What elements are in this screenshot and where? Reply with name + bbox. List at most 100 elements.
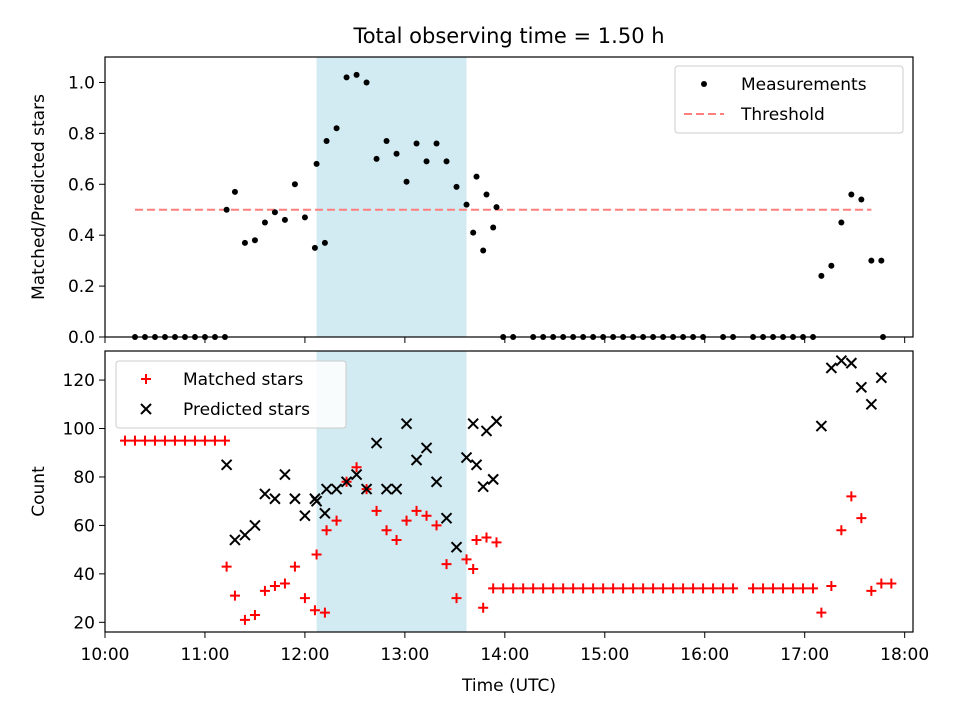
predicted-point	[420, 442, 433, 454]
measurement-point	[321, 239, 328, 246]
matched-point	[229, 590, 240, 601]
measurement-point	[311, 244, 318, 251]
measurement-point	[848, 191, 855, 198]
matched-point	[508, 583, 519, 594]
predicted-point	[269, 493, 281, 505]
measurement-point	[353, 71, 360, 78]
matched-point	[628, 583, 639, 594]
matched-point	[728, 583, 739, 594]
measurement-point	[393, 150, 400, 157]
y-tick-label: 0.8	[68, 124, 95, 144]
measurement-point	[423, 158, 430, 165]
x-tick-label: 14:00	[480, 645, 529, 665]
measurement-point	[463, 201, 470, 208]
matched-point	[269, 580, 280, 591]
legend-marker-predicted	[140, 403, 152, 415]
measurement-point	[490, 224, 497, 231]
matched-point	[321, 525, 332, 536]
measurement-point	[291, 181, 298, 188]
x-tick-label: 11:00	[180, 645, 229, 665]
matched-point	[471, 534, 482, 545]
predicted-point	[815, 420, 828, 432]
legend-label-predicted: Predicted stars	[183, 400, 310, 420]
y-tick-label: 120	[63, 371, 95, 391]
measurement-point	[333, 125, 340, 132]
matched-point	[319, 607, 330, 618]
measurement-point	[323, 138, 330, 144]
predicted-point	[480, 425, 493, 437]
matched-point	[239, 614, 250, 625]
x-tick-label: 15:00	[580, 645, 629, 665]
legend-label-matched: Matched stars	[183, 370, 303, 390]
matched-point	[351, 462, 362, 473]
matched-point	[658, 583, 669, 594]
predicted-point	[340, 476, 353, 488]
matched-point	[209, 435, 220, 446]
matched-point	[371, 505, 382, 516]
measurement-point	[838, 219, 845, 226]
measurement-point	[261, 219, 268, 226]
y-tick-label: 100	[63, 420, 95, 440]
matched-point	[588, 583, 599, 594]
matched-point	[149, 435, 160, 446]
matched-point	[788, 583, 799, 594]
measurement-point	[818, 272, 825, 279]
matched-point	[846, 491, 857, 502]
measurement-point	[363, 79, 370, 86]
matched-point	[748, 583, 759, 594]
legend-marker-measurements	[701, 81, 707, 87]
measurement-point	[878, 257, 885, 264]
matched-point	[309, 605, 320, 616]
measurement-point	[403, 178, 410, 185]
matched-point	[468, 564, 479, 575]
matched-point	[129, 435, 140, 446]
matched-point	[179, 435, 190, 446]
predicted-point	[450, 541, 463, 553]
predicted-point	[470, 459, 483, 471]
x-tick-label: 16:00	[680, 645, 729, 665]
legend-label-threshold: Threshold	[740, 105, 825, 125]
legend-box	[674, 65, 904, 134]
legend-label-measurements: Measurements	[741, 75, 867, 95]
matched-point	[219, 435, 230, 446]
matched-point	[768, 583, 779, 594]
chart-title: Total observing time = 1.50 h	[352, 24, 664, 48]
y-tick-label: 60	[73, 516, 95, 536]
predicted-point	[360, 483, 373, 495]
matched-point	[826, 580, 837, 591]
y-tick-label: 0.6	[68, 175, 95, 195]
predicted-point	[370, 437, 383, 449]
y-tick-label: 80	[73, 468, 95, 488]
matched-point	[678, 583, 689, 594]
matched-point	[189, 435, 200, 446]
matched-point	[528, 583, 539, 594]
matched-point	[279, 578, 290, 589]
matched-point	[311, 549, 322, 560]
x-tick-label: 17:00	[780, 645, 829, 665]
predicted-point	[487, 473, 499, 486]
y-tick-label: 0.2	[68, 277, 95, 297]
predicted-point	[865, 398, 878, 411]
predicted-point	[229, 534, 241, 546]
predicted-point	[330, 483, 343, 495]
matched-point	[331, 515, 342, 526]
predicted-point	[490, 415, 503, 427]
matched-point	[538, 583, 549, 594]
measurement-point	[480, 247, 487, 254]
y-tick-label: 1.0	[68, 73, 95, 93]
matched-point	[578, 583, 589, 594]
measurement-point	[453, 183, 460, 190]
predicted-point	[299, 510, 311, 522]
matched-point	[259, 585, 270, 596]
predicted-point	[477, 480, 489, 493]
predicted-point	[460, 451, 473, 464]
matched-point	[498, 583, 509, 594]
top-panel: 0.0 0.2 0.4 0.6 0.8 1.0 Matched/Predicted star…	[29, 56, 914, 348]
predicted-point	[289, 493, 301, 505]
matched-point	[381, 525, 392, 536]
measurement-point	[343, 74, 350, 81]
matched-point	[299, 593, 310, 604]
predicted-point	[845, 357, 858, 369]
predicted-point	[467, 417, 479, 430]
predicted-point	[310, 495, 323, 507]
